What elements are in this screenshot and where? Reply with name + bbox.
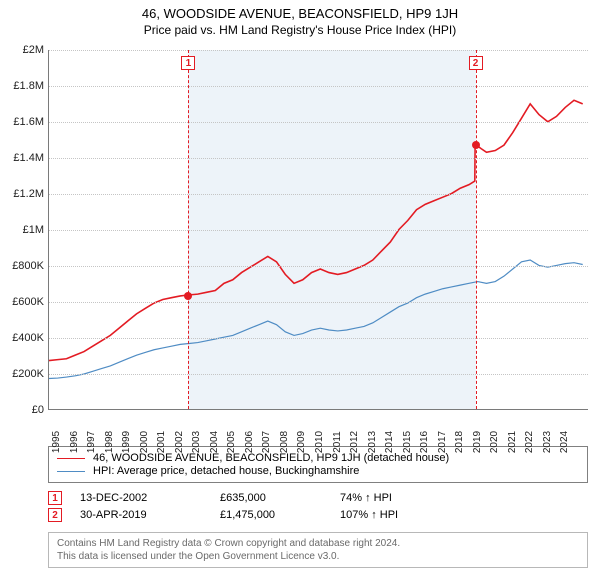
- grid-line: [49, 266, 588, 267]
- legend-row-hpi: HPI: Average price, detached house, Buck…: [57, 465, 579, 477]
- sale-hpi-pct: 74% ↑ HPI: [340, 492, 460, 504]
- sales-table: 1 13-DEC-2002£635,00074% ↑ HPI 2 30-APR-201…: [48, 488, 588, 525]
- sale-price: £635,000: [220, 492, 340, 504]
- y-tick-label: £400K: [4, 332, 44, 344]
- sale-row: 2 30-APR-2019£1,475,000107% ↑ HPI: [48, 508, 588, 522]
- x-tick-label: 2000: [139, 431, 150, 453]
- x-tick-label: 2010: [314, 431, 325, 453]
- grid-line: [49, 122, 588, 123]
- sale-row: 1 13-DEC-2002£635,00074% ↑ HPI: [48, 491, 588, 505]
- y-tick-label: £200K: [4, 368, 44, 380]
- sale-hpi-pct: 107% ↑ HPI: [340, 509, 460, 521]
- x-tick-label: 2013: [367, 431, 378, 453]
- sale-marker-box: 1: [181, 56, 195, 70]
- grid-line: [49, 374, 588, 375]
- y-tick-label: £1.4M: [4, 152, 44, 164]
- y-tick-label: £1.2M: [4, 188, 44, 200]
- x-tick-label: 1995: [51, 431, 62, 453]
- x-tick-label: 1997: [86, 431, 97, 453]
- x-tick-label: 2020: [489, 431, 500, 453]
- sale-dot: [184, 292, 192, 300]
- page-title: 46, WOODSIDE AVENUE, BEACONSFIELD, HP9 1…: [0, 6, 600, 21]
- sale-vline: [188, 50, 189, 409]
- legend-label-hpi: HPI: Average price, detached house, Buck…: [93, 465, 359, 477]
- x-tick-label: 2009: [296, 431, 307, 453]
- x-tick-label: 2024: [559, 431, 570, 453]
- x-tick-label: 1998: [104, 431, 115, 453]
- x-tick-label: 2022: [524, 431, 535, 453]
- x-tick-label: 2019: [472, 431, 483, 453]
- grid-line: [49, 302, 588, 303]
- x-tick-label: 2011: [332, 431, 343, 453]
- x-tick-label: 1996: [69, 431, 80, 453]
- sale-marker-icon: 1: [48, 491, 62, 505]
- x-tick-label: 2016: [419, 431, 430, 453]
- attribution-line-2: This data is licensed under the Open Gov…: [57, 550, 579, 563]
- sale-marker-box: 2: [469, 56, 483, 70]
- sale-date: 13-DEC-2002: [80, 492, 220, 504]
- attribution-box: Contains HM Land Registry data © Crown c…: [48, 532, 588, 568]
- x-tick-label: 2017: [437, 431, 448, 453]
- legend-row-property: 46, WOODSIDE AVENUE, BEACONSFIELD, HP9 1…: [57, 452, 579, 464]
- sale-vline: [476, 50, 477, 409]
- grid-line: [49, 86, 588, 87]
- x-tick-label: 1999: [121, 431, 132, 453]
- grid-line: [49, 194, 588, 195]
- chart-plot-area: 12: [48, 50, 588, 410]
- sale-dot: [472, 141, 480, 149]
- x-tick-label: 2023: [542, 431, 553, 453]
- x-tick-label: 2007: [261, 431, 272, 453]
- legend-swatch-property: [57, 458, 85, 459]
- attribution-line-1: Contains HM Land Registry data © Crown c…: [57, 537, 579, 550]
- y-tick-label: £800K: [4, 260, 44, 272]
- x-tick-label: 2018: [454, 431, 465, 453]
- x-tick-label: 2014: [384, 431, 395, 453]
- sale-price: £1,475,000: [220, 509, 340, 521]
- x-tick-label: 2008: [279, 431, 290, 453]
- grid-line: [49, 230, 588, 231]
- y-tick-label: £1.8M: [4, 80, 44, 92]
- y-tick-label: £1M: [4, 224, 44, 236]
- sale-marker-icon: 2: [48, 508, 62, 522]
- legend-label-property: 46, WOODSIDE AVENUE, BEACONSFIELD, HP9 1…: [93, 452, 449, 464]
- x-tick-label: 2003: [191, 431, 202, 453]
- grid-line: [49, 50, 588, 51]
- y-tick-label: £2M: [4, 44, 44, 56]
- x-tick-label: 2021: [507, 431, 518, 453]
- x-tick-label: 2005: [226, 431, 237, 453]
- x-tick-label: 2004: [209, 431, 220, 453]
- x-tick-label: 2006: [244, 431, 255, 453]
- x-tick-label: 2002: [174, 431, 185, 453]
- x-tick-label: 2012: [349, 431, 360, 453]
- grid-line: [49, 158, 588, 159]
- grid-line: [49, 338, 588, 339]
- y-tick-label: £1.6M: [4, 116, 44, 128]
- sale-date: 30-APR-2019: [80, 509, 220, 521]
- y-tick-label: £0: [4, 404, 44, 416]
- page-subtitle: Price paid vs. HM Land Registry's House …: [0, 23, 600, 37]
- x-tick-label: 2001: [156, 431, 167, 453]
- x-tick-label: 2015: [402, 431, 413, 453]
- legend-swatch-hpi: [57, 471, 85, 472]
- y-tick-label: £600K: [4, 296, 44, 308]
